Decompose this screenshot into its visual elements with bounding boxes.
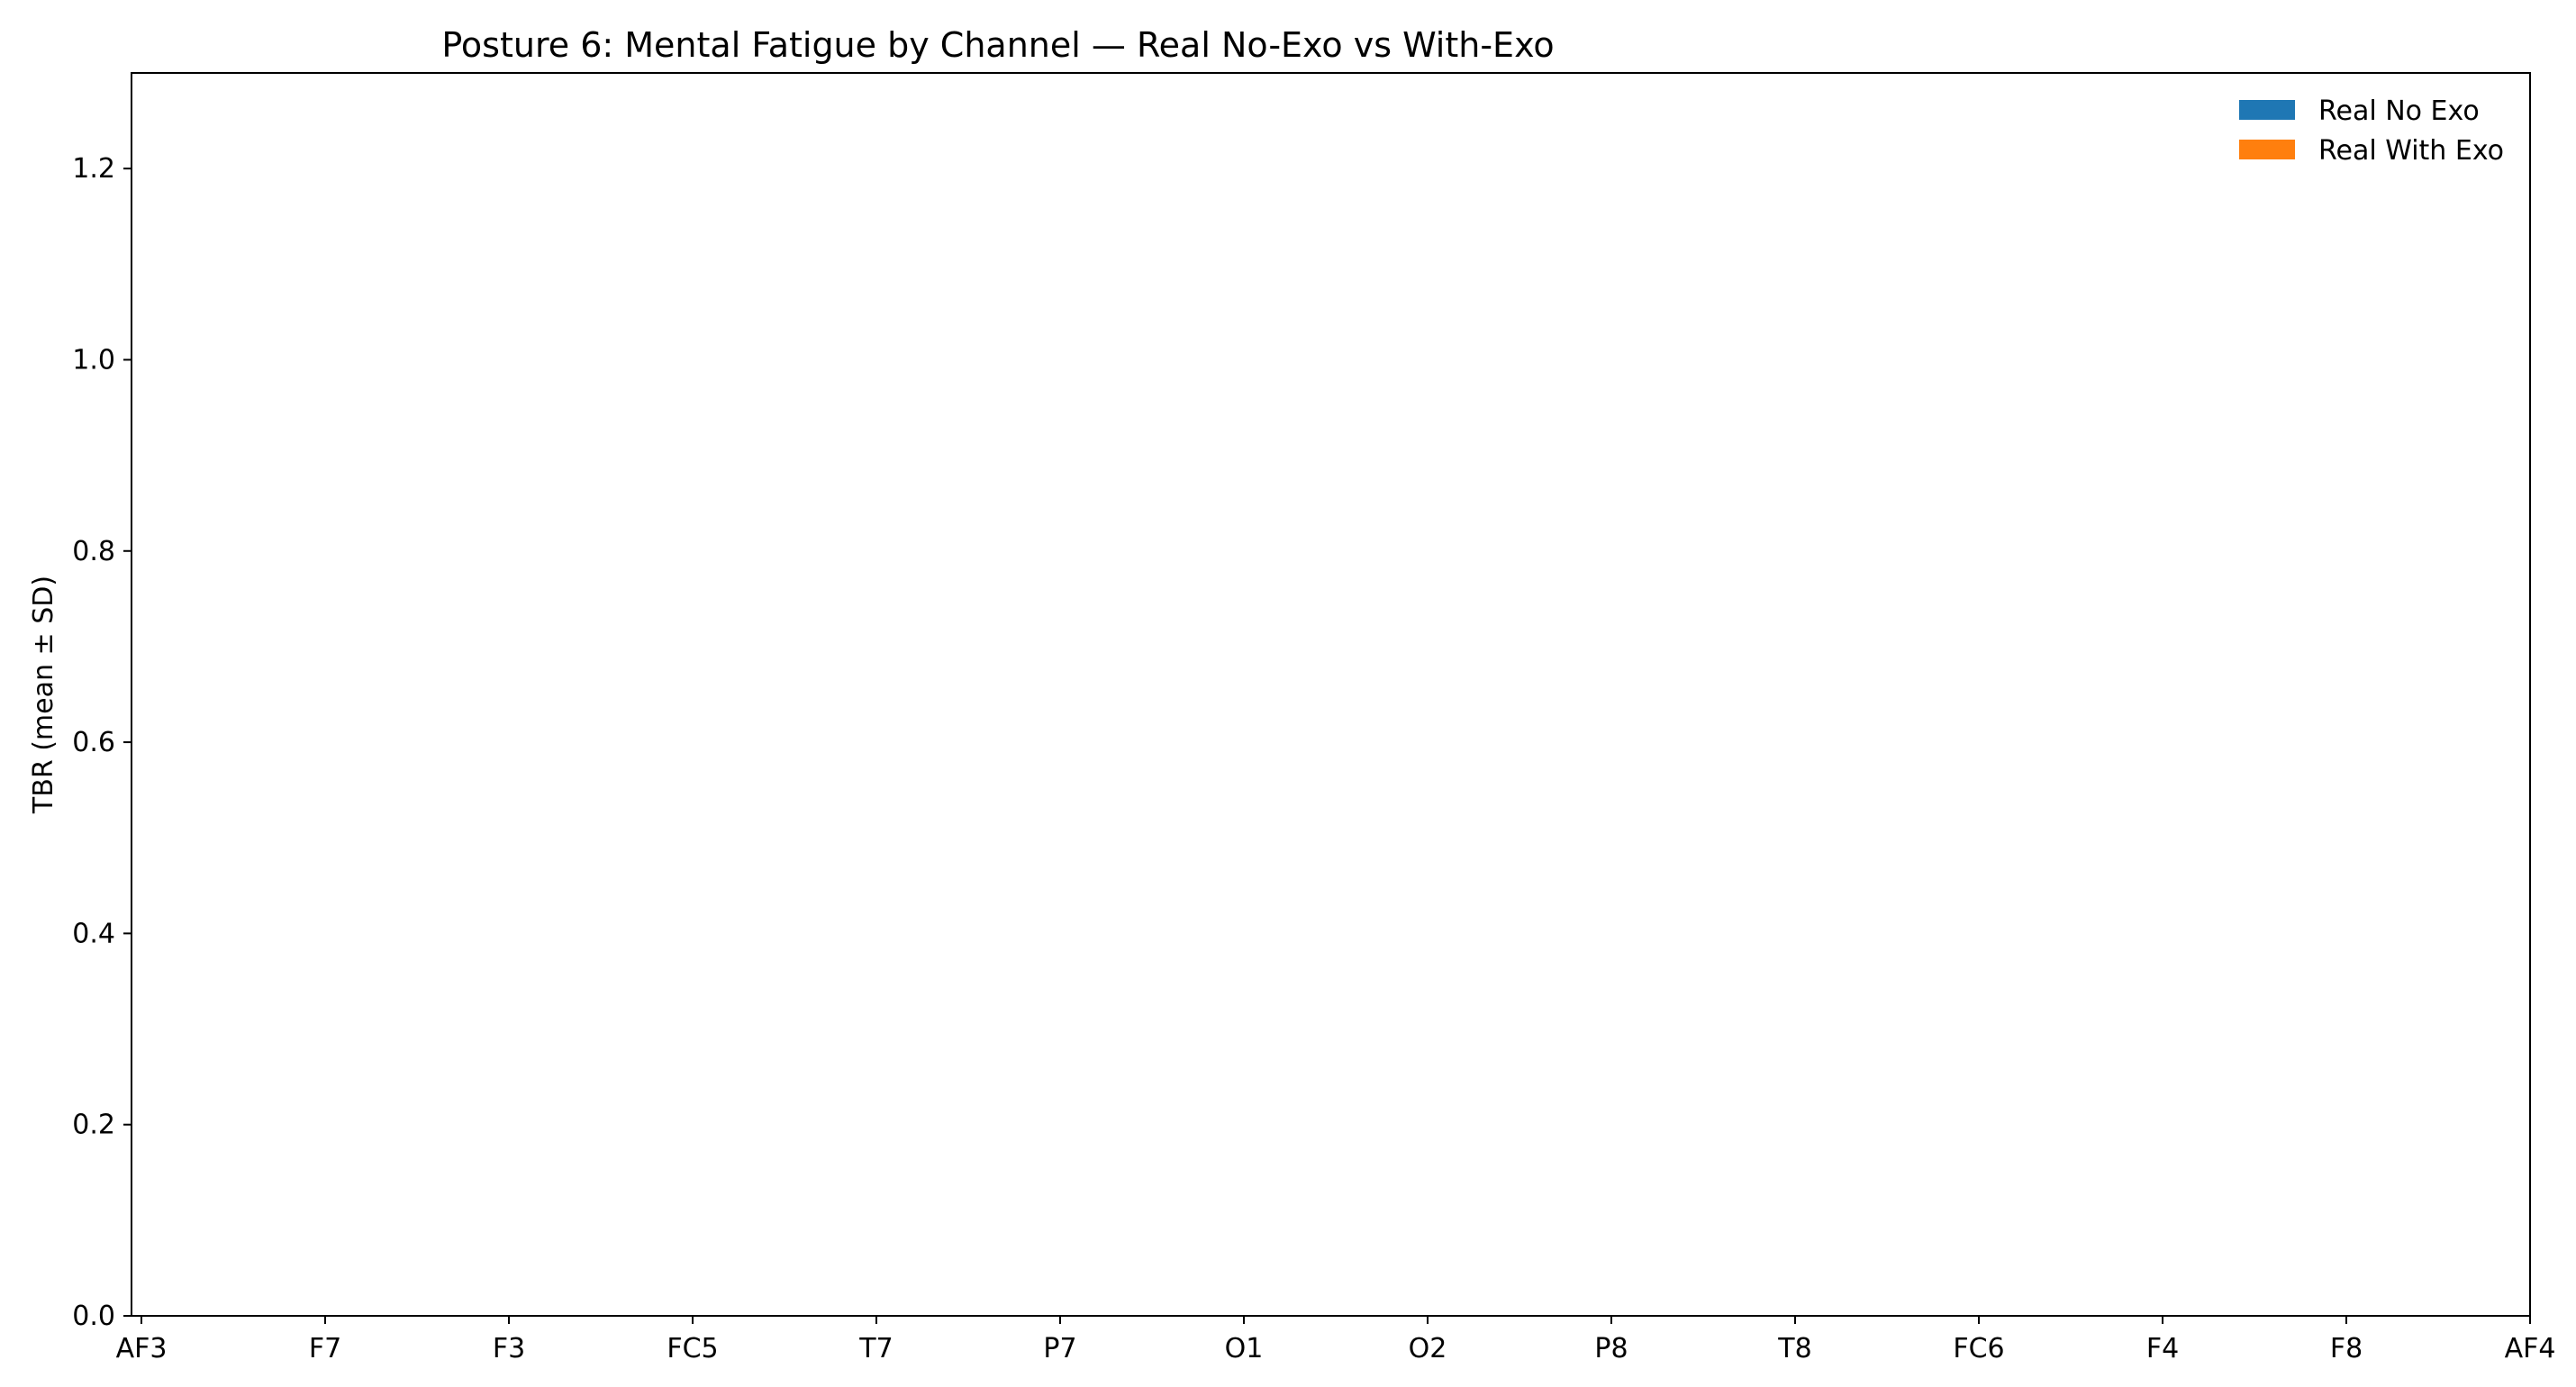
x-tick-label: F8 — [2330, 1333, 2363, 1364]
x-ticks-group: AF3 F7 F3 FC5 T7 P7 O1 O2 P8 T8 FC6 F4 F8 AF4 — [116, 1316, 2556, 1364]
x-tick-label: FC6 — [1953, 1333, 2004, 1364]
y-tick-label: 0.4 — [72, 918, 115, 949]
x-tick-label: P8 — [1594, 1333, 1628, 1364]
y-tick-label: 0.6 — [72, 727, 115, 758]
x-tick-label: AF4 — [2505, 1333, 2556, 1364]
chart-title: Posture 6: Mental Fatigue by Channel — R… — [441, 25, 1554, 65]
legend-swatch-1 — [2239, 140, 2295, 159]
x-tick-label: O1 — [1225, 1333, 1264, 1364]
legend: Real No Exo Real With Exo — [2239, 95, 2504, 167]
x-tick-label: F7 — [309, 1333, 341, 1364]
legend-label-1: Real With Exo — [2318, 135, 2504, 167]
legend-swatch-0 — [2239, 100, 2295, 120]
x-tick-label: O2 — [1409, 1333, 1447, 1364]
y-ticks-group: 0.0 0.2 0.4 0.6 0.8 1.0 1.2 — [72, 153, 132, 1332]
y-tick-label: 0.2 — [72, 1110, 115, 1141]
y-tick-label: 0.8 — [72, 536, 115, 567]
y-tick-label: 0.0 — [72, 1301, 115, 1332]
y-tick-label: 1.0 — [72, 344, 115, 376]
x-tick-label: T7 — [858, 1333, 893, 1364]
legend-label-0: Real No Exo — [2318, 95, 2480, 127]
x-tick-label: F4 — [2146, 1333, 2179, 1364]
x-tick-label: AF3 — [116, 1333, 168, 1364]
x-tick-label: T8 — [1777, 1333, 1811, 1364]
x-tick-label: F3 — [493, 1333, 525, 1364]
y-tick-label: 1.2 — [72, 153, 115, 185]
x-tick-label: FC5 — [667, 1333, 718, 1364]
x-tick-label: P7 — [1043, 1333, 1076, 1364]
y-axis-label: TBR (mean ± SD) — [28, 576, 59, 814]
plot-frame — [131, 72, 2531, 1317]
